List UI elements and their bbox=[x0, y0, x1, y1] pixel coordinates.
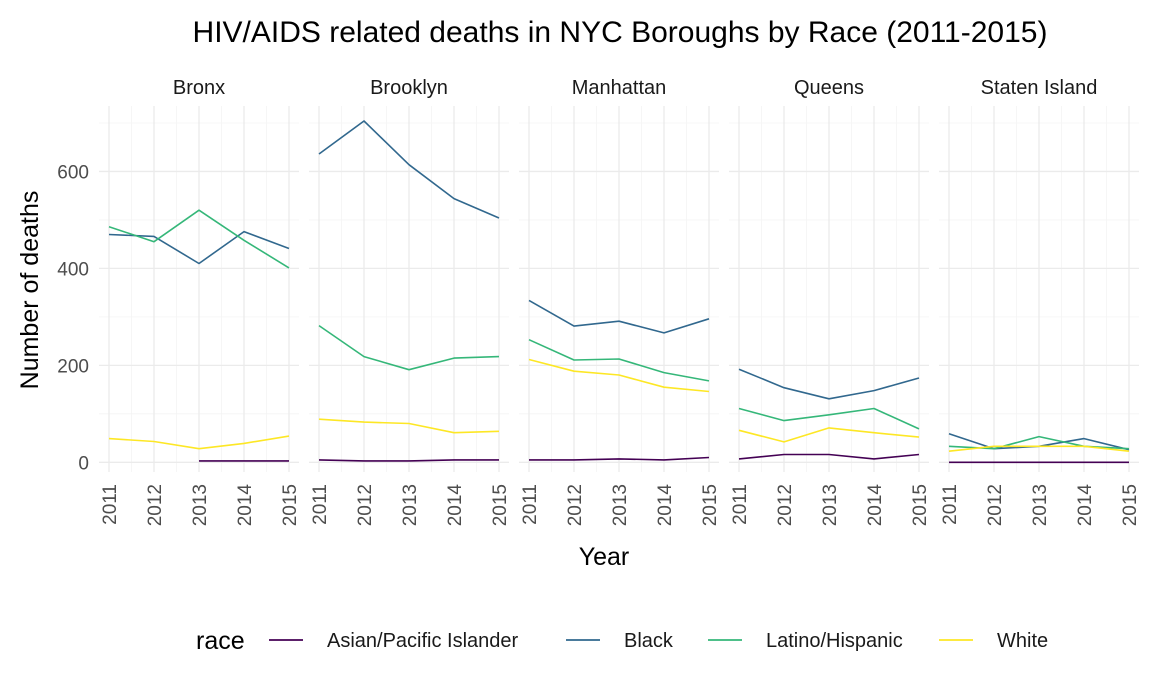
series-line-black bbox=[108, 230, 290, 265]
facet-label: Queens bbox=[794, 77, 864, 99]
x-tick-label: 2013 bbox=[610, 484, 631, 526]
x-tick-label: 2015 bbox=[910, 484, 931, 526]
y-tick-label: 0 bbox=[78, 453, 89, 474]
legend-title: race bbox=[196, 627, 245, 655]
x-tick-label: 2012 bbox=[355, 484, 376, 526]
x-tick-label: 2015 bbox=[700, 484, 721, 526]
legend: race Asian/Pacific Islander Black Latino/H… bbox=[196, 627, 1048, 655]
legend-label: Asian/Pacific Islander bbox=[327, 630, 519, 652]
facet-panels: Bronx 2011 2012 2013 2014 2015 Brooklyn 2011 201… bbox=[99, 77, 1141, 526]
series-line-latino-hispanic bbox=[318, 324, 500, 371]
series-line-asian-pacific-islander bbox=[529, 456, 710, 461]
x-tick-label: 2015 bbox=[280, 484, 301, 526]
x-tick-label: 2013 bbox=[400, 484, 421, 526]
panel-brooklyn: Brooklyn 2011 2012 2013 2014 2015 bbox=[309, 77, 511, 526]
series-line-white bbox=[318, 418, 500, 434]
series-line-white bbox=[528, 358, 710, 393]
x-tick-label: 2011 bbox=[730, 484, 751, 525]
panel-bronx: Bronx 2011 2012 2013 2014 2015 bbox=[99, 77, 301, 526]
x-tick-label: 2014 bbox=[865, 484, 886, 527]
x-tick-label: 2011 bbox=[940, 484, 961, 525]
y-tick-label: 600 bbox=[57, 162, 89, 183]
x-tick-label: 2011 bbox=[520, 484, 541, 525]
facet-label: Staten Island bbox=[981, 77, 1098, 99]
legend-item-white: White bbox=[939, 630, 1048, 652]
series-line-latino-hispanic bbox=[528, 338, 710, 382]
x-tick-label: 2014 bbox=[655, 484, 676, 527]
facet-label: Manhattan bbox=[572, 77, 667, 99]
x-tick-label: 2015 bbox=[490, 484, 511, 526]
x-tick-label: 2015 bbox=[1120, 484, 1141, 526]
x-tick-label: 2011 bbox=[100, 484, 121, 525]
series-line-white bbox=[738, 427, 920, 443]
series-line-black bbox=[318, 120, 500, 219]
x-tick-label: 2014 bbox=[235, 484, 256, 527]
x-tick-label: 2012 bbox=[775, 484, 796, 526]
panel-manhattan: Manhattan 2011 2012 2013 2014 2015 bbox=[519, 77, 721, 526]
series-line-white bbox=[108, 435, 290, 450]
panel-staten-island: Staten Island 2011 2012 2013 2014 2015 bbox=[939, 77, 1141, 526]
x-tick-label: 2012 bbox=[565, 484, 586, 526]
legend-item-black: Black bbox=[566, 630, 674, 652]
series-line-asian-pacific-islander bbox=[738, 453, 920, 460]
facet-label: Brooklyn bbox=[370, 77, 448, 99]
series-line-latino-hispanic bbox=[108, 209, 290, 269]
series-line-latino-hispanic bbox=[738, 407, 920, 430]
legend-label: White bbox=[997, 630, 1048, 652]
x-tick-label: 2014 bbox=[1075, 484, 1096, 527]
y-axis: 0 200 400 600 bbox=[57, 162, 89, 474]
legend-label: Latino/Hispanic bbox=[766, 630, 903, 652]
x-tick-label: 2012 bbox=[145, 484, 166, 526]
x-tick-label: 2012 bbox=[985, 484, 1006, 526]
series-line-black bbox=[528, 299, 710, 334]
legend-label: Black bbox=[624, 630, 674, 652]
x-tick-label: 2014 bbox=[445, 484, 466, 527]
y-tick-label: 200 bbox=[57, 356, 89, 377]
y-axis-title: Number of deaths bbox=[16, 191, 44, 390]
y-tick-label: 400 bbox=[57, 259, 89, 280]
x-tick-label: 2013 bbox=[820, 484, 841, 526]
panel-queens: Queens 2011 2012 2013 2014 2015 bbox=[729, 77, 931, 526]
legend-item-asian-pacific-islander: Asian/Pacific Islander bbox=[269, 630, 519, 652]
legend-item-latino-hispanic: Latino/Hispanic bbox=[708, 630, 903, 652]
x-axis-title: Year bbox=[579, 543, 630, 571]
x-tick-label: 2011 bbox=[310, 484, 331, 525]
series-line-black bbox=[738, 368, 920, 400]
x-tick-label: 2013 bbox=[1030, 484, 1051, 526]
facet-label: Bronx bbox=[173, 77, 225, 99]
series-line-white bbox=[948, 445, 1130, 452]
series-line-asian-pacific-islander bbox=[318, 459, 499, 462]
x-tick-label: 2013 bbox=[190, 484, 211, 526]
chart-title: HIV/AIDS related deaths in NYC Boroughs … bbox=[193, 16, 1048, 49]
